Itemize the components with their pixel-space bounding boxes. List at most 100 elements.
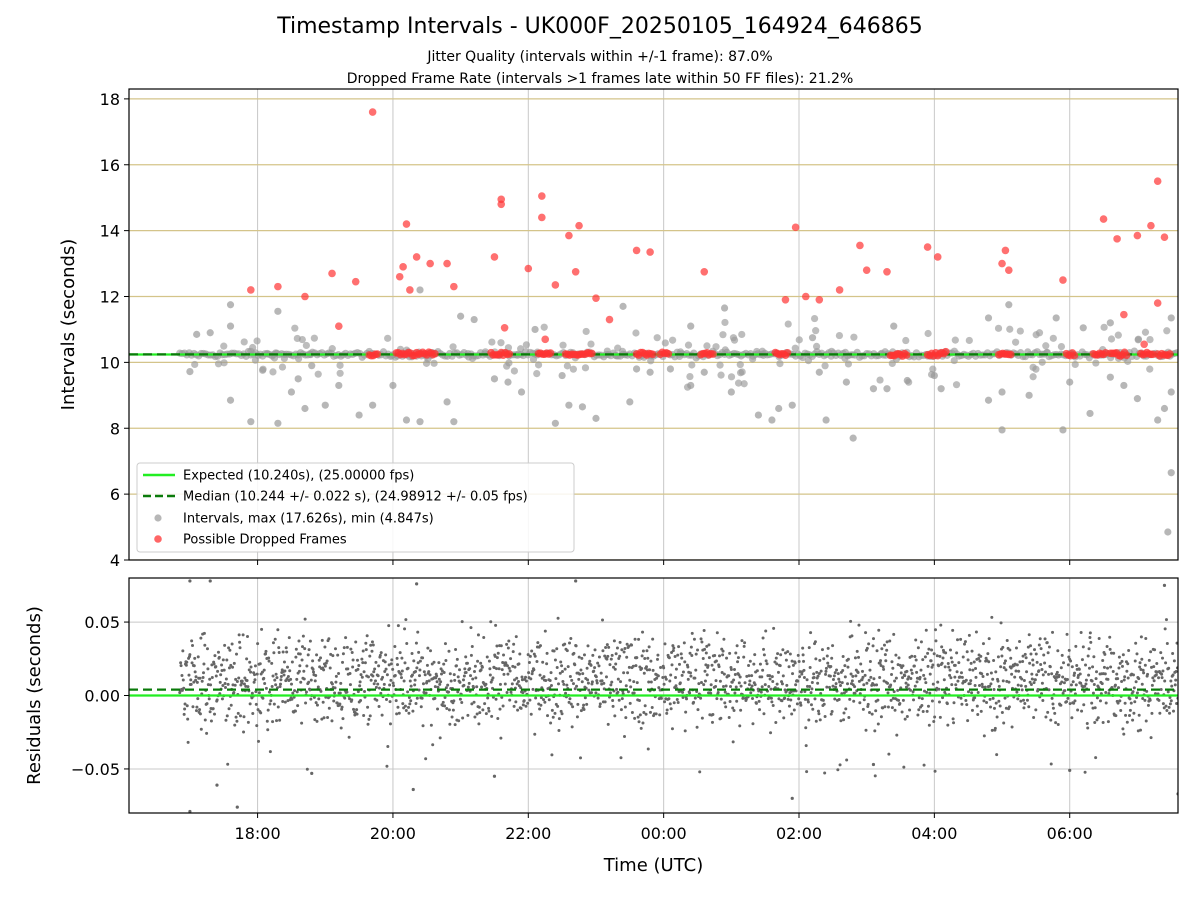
residual-point (195, 705, 199, 709)
residual-point (845, 758, 849, 762)
residual-point (374, 660, 378, 664)
residual-point (235, 652, 239, 656)
residual-point (212, 662, 216, 666)
residual-point (316, 685, 320, 689)
residual-point (497, 667, 501, 671)
residual-point (668, 679, 672, 683)
residual-point (889, 683, 893, 687)
residual-point (363, 661, 367, 665)
residual-point (973, 696, 977, 700)
residual-point (414, 641, 418, 645)
residual-point (743, 641, 747, 645)
residual-point (603, 700, 607, 704)
residual-point (803, 697, 807, 701)
residual-point (973, 684, 977, 688)
residual-point (819, 669, 823, 673)
residual-point (797, 697, 801, 701)
residual-point (879, 664, 883, 668)
residual-point (604, 646, 608, 650)
residual-point (624, 684, 628, 688)
residual-point (593, 648, 597, 652)
residual-point (415, 666, 419, 670)
residual-point (475, 685, 479, 689)
x-tick-label: 00:00 (641, 824, 687, 843)
residual-point (1014, 669, 1018, 673)
residual-point (945, 702, 949, 706)
dropped-frame-point (538, 192, 546, 200)
residual-point (1066, 696, 1070, 700)
residual-point (717, 665, 721, 669)
residual-point (663, 700, 667, 704)
residual-point (1167, 705, 1171, 709)
interval-point (687, 322, 695, 330)
residual-point (899, 671, 903, 675)
residual-point (365, 634, 369, 638)
residual-point (974, 630, 978, 634)
interval-point (1120, 381, 1128, 390)
residual-point (544, 679, 548, 683)
residual-point (868, 710, 872, 714)
residual-point (527, 660, 531, 664)
residual-point (403, 661, 407, 665)
residual-point (607, 645, 611, 649)
residual-point (871, 637, 875, 641)
interval-point (563, 362, 571, 370)
residual-point (1037, 669, 1041, 673)
residual-point (988, 697, 992, 701)
residual-point (1051, 706, 1055, 710)
residual-point (742, 644, 746, 648)
residual-point (582, 708, 586, 712)
residual-point (802, 659, 806, 663)
residual-point (1017, 669, 1021, 673)
interval-point (540, 323, 548, 331)
residual-point (1042, 653, 1046, 657)
residual-point (876, 698, 880, 702)
residual-point (1100, 682, 1104, 686)
residual-point (925, 709, 929, 713)
residual-point (685, 697, 689, 701)
residual-point (332, 699, 336, 703)
residual-point (857, 679, 861, 683)
residual-point (920, 704, 924, 708)
residual-point (719, 697, 723, 701)
residual-point (686, 677, 690, 681)
residual-point (911, 690, 915, 694)
residual-point (790, 796, 794, 800)
residual-point (433, 685, 437, 689)
residual-point (1126, 662, 1130, 666)
top-y-tick-label: 10 (100, 353, 120, 372)
residual-point (926, 651, 930, 655)
residual-point (750, 674, 754, 678)
dropped-frame-point (431, 349, 439, 358)
residual-point (219, 673, 223, 677)
residual-point (814, 719, 818, 723)
residual-point (667, 656, 671, 660)
residual-point (1117, 686, 1121, 690)
residual-point (557, 682, 561, 686)
residual-point (464, 671, 468, 675)
residual-point (813, 640, 817, 644)
residual-point (877, 628, 881, 632)
residual-point (1087, 666, 1091, 670)
residual-point (724, 705, 728, 709)
residual-point (814, 657, 818, 661)
residual-point (314, 701, 318, 705)
residual-point (901, 664, 905, 668)
residual-point (361, 649, 365, 653)
residual-point (513, 678, 517, 682)
residual-point (198, 712, 202, 716)
residual-point (648, 668, 652, 672)
residual-point (1137, 677, 1141, 681)
residual-point (1116, 701, 1120, 705)
residual-point (1072, 673, 1076, 677)
dropped-frame-point (835, 286, 844, 294)
residual-point (595, 679, 599, 683)
residual-point (413, 678, 417, 682)
residual-point (487, 659, 491, 663)
residual-point (405, 642, 409, 646)
residual-point (1067, 655, 1071, 659)
interval-point (850, 333, 858, 341)
residual-point (501, 704, 505, 708)
residual-point (868, 660, 872, 664)
residual-point (1088, 631, 1092, 635)
